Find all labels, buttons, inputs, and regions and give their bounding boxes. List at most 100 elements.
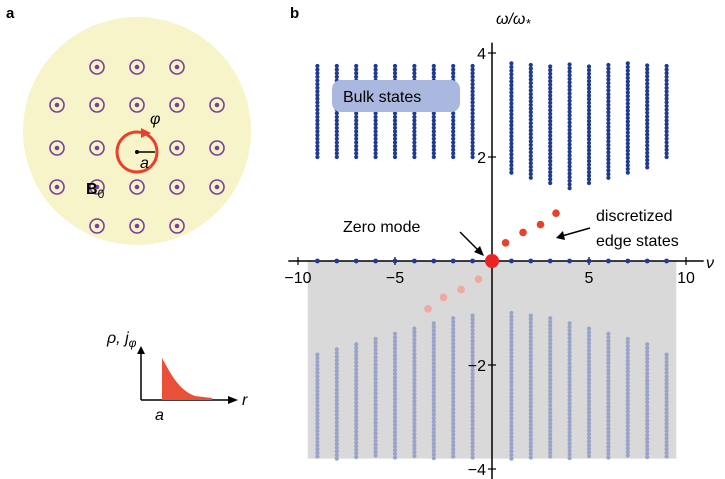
bulk-lower-point xyxy=(451,319,456,324)
bulk-lower-point xyxy=(586,399,592,404)
bulk-lower-point xyxy=(334,383,339,388)
bulk-lower-point xyxy=(664,399,669,405)
edge-state-point xyxy=(501,239,510,247)
bulk-lower-point xyxy=(625,438,630,444)
bulk-lower-point xyxy=(567,350,572,355)
bulk-lower-point xyxy=(334,434,339,439)
bulk-upper-point xyxy=(412,133,417,138)
bulk-lower-point xyxy=(645,451,650,456)
bulk-lower-point xyxy=(334,416,339,421)
bulk-lower-point xyxy=(548,403,553,408)
bulk-upper-point xyxy=(334,125,339,130)
bulk-lower-point xyxy=(354,353,359,358)
bulk-upper-point xyxy=(509,68,514,73)
bulk-lower-point xyxy=(315,410,320,415)
bulk-lower-point xyxy=(392,404,398,409)
bulk-upper-point xyxy=(664,140,669,145)
bulk-lower-point xyxy=(373,355,378,360)
bulk-lower-point xyxy=(373,362,378,367)
bulk-upper-point xyxy=(334,111,339,116)
vortex-ring xyxy=(129,97,145,113)
zero-band-point xyxy=(606,258,611,264)
bulk-upper-point xyxy=(528,164,533,169)
bulk-lower-point xyxy=(509,321,514,327)
bulk-lower-point xyxy=(315,388,320,394)
bulk-lower-point xyxy=(373,449,378,454)
bulk-lower-point xyxy=(451,334,456,339)
loop-center-dot xyxy=(135,150,139,154)
bulk-upper-point xyxy=(606,175,611,180)
bulk-upper-point xyxy=(315,63,320,69)
bulk-upper-point xyxy=(625,86,630,91)
bulk-lower-point xyxy=(315,403,320,408)
vortex-ring xyxy=(89,140,105,156)
bulk-lower-point xyxy=(664,454,669,459)
y-tick-label: 4 xyxy=(477,46,486,63)
bulk-upper-point xyxy=(645,81,650,86)
bulk-lower-point xyxy=(645,422,650,427)
bulk-lower-point xyxy=(528,342,533,347)
bulk-upper-point xyxy=(470,122,475,127)
bulk-upper-point xyxy=(509,134,514,139)
bulk-lower-point xyxy=(606,346,611,351)
bulk-lower-point xyxy=(392,346,398,351)
bulk-lower-point xyxy=(586,432,592,437)
bulk-lower-point xyxy=(645,349,650,354)
bulk-upper-point xyxy=(586,93,592,98)
bulk-lower-point xyxy=(528,433,533,438)
bulk-upper-point xyxy=(645,165,650,170)
bulk-lower-point xyxy=(470,335,475,340)
bulk-lower-point xyxy=(625,355,630,360)
bulk-lower-point xyxy=(586,406,592,411)
zero-band-point xyxy=(470,258,475,264)
bulk-upper-point xyxy=(548,108,553,113)
bulk-upper-point xyxy=(315,154,320,160)
bulk-upper-point xyxy=(606,135,611,140)
bulk-lower-point xyxy=(373,406,378,411)
bulk-upper-point xyxy=(412,147,417,152)
bulk-lower-point xyxy=(431,379,436,384)
bulk-upper-point xyxy=(334,114,339,120)
bulk-upper-point xyxy=(606,66,611,71)
bulk-upper-point xyxy=(586,104,592,109)
bulk-upper-point xyxy=(354,71,359,76)
bulk-upper-point xyxy=(354,122,359,127)
bulk-lower-point xyxy=(470,408,475,413)
bulk-upper-point xyxy=(606,73,611,78)
bulk-upper-point xyxy=(412,71,417,76)
bulk-lower-point xyxy=(645,411,650,416)
bulk-upper-point xyxy=(528,106,533,111)
bulk-lower-point xyxy=(528,386,533,391)
vortex-grid xyxy=(49,59,225,234)
bulk-lower-point xyxy=(567,390,572,395)
bulk-upper-point xyxy=(451,151,456,156)
bulk-upper-point xyxy=(625,141,630,146)
bulk-lower-point xyxy=(431,364,436,370)
vortex-dot xyxy=(174,64,180,70)
bulk-lower-point xyxy=(548,377,553,383)
bulk-upper-point xyxy=(606,128,611,133)
bulk-lower-point xyxy=(392,386,398,391)
bulk-upper-point xyxy=(528,121,533,126)
bulk-lower-point xyxy=(412,406,417,411)
bulk-upper-point xyxy=(548,173,553,178)
bulk-lower-point xyxy=(431,412,436,417)
bulk-lower-point xyxy=(606,342,611,347)
bulk-upper-point xyxy=(664,129,669,134)
bulk-upper-point xyxy=(586,111,592,116)
bulk-lower-point xyxy=(645,374,650,380)
bulk-upper-point xyxy=(451,122,456,127)
edge-state-point-negative xyxy=(424,305,432,313)
bulk-lower-point xyxy=(548,439,553,445)
bulk-upper-point xyxy=(567,95,572,100)
bulk-upper-point xyxy=(392,147,398,152)
bulk-lower-point xyxy=(315,367,320,372)
bulk-upper-point xyxy=(567,127,572,133)
bulk-lower-point xyxy=(334,445,339,450)
bulk-lower-point xyxy=(567,423,572,428)
bulk-upper-point xyxy=(645,158,650,163)
bulk-upper-point xyxy=(586,177,592,182)
bulk-lower-point xyxy=(528,353,533,358)
bulk-upper-point xyxy=(509,79,514,84)
bulk-lower-point xyxy=(528,397,533,402)
